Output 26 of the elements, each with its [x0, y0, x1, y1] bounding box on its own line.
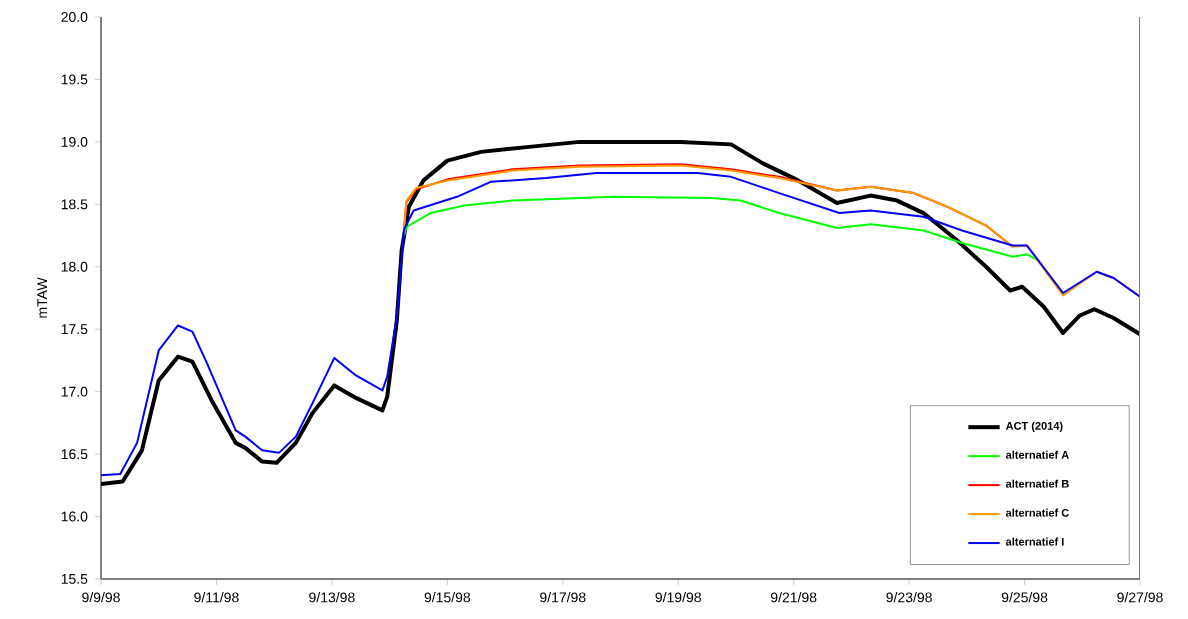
x-tick-label: 9/19/98	[655, 592, 701, 603]
y-tick-label: 19.0	[61, 136, 88, 147]
y-tick-label: 17.5	[61, 324, 88, 335]
x-tick-label: 9/27/98	[1117, 592, 1163, 603]
x-tick-label: 9/11/98	[194, 592, 239, 603]
legend-label: alternatief I	[1005, 537, 1064, 546]
x-tick-label: 9/23/98	[886, 592, 932, 603]
y-axis-title: mTAW	[37, 277, 47, 318]
y-tick-label: 20.0	[61, 12, 88, 22]
y-tick-label: 17.0	[61, 386, 88, 397]
y-tick-label: 18.5	[61, 199, 88, 210]
x-tick-label: 9/13/98	[309, 592, 355, 603]
y-tick-label: 18.0	[61, 261, 88, 272]
y-tick-label: 15.5	[61, 574, 88, 584]
y-tick-label: 16.5	[61, 449, 88, 460]
legend-label: ACT (2014)	[1005, 421, 1063, 432]
x-tick-label: 9/9/98	[82, 592, 120, 603]
y-tick-label: 16.0	[61, 511, 88, 522]
legend-label: alternatief C	[1005, 508, 1069, 517]
x-tick-label: 9/25/98	[1001, 592, 1048, 603]
x-tick-label: 9/15/98	[424, 592, 471, 603]
y-tick-label: 19.5	[61, 74, 88, 85]
x-tick-label: 9/17/98	[540, 592, 586, 603]
x-tick-label: 9/21/98	[770, 592, 817, 603]
legend-label: alternatief A	[1005, 450, 1069, 459]
legend-label: alternatief B	[1005, 479, 1069, 488]
